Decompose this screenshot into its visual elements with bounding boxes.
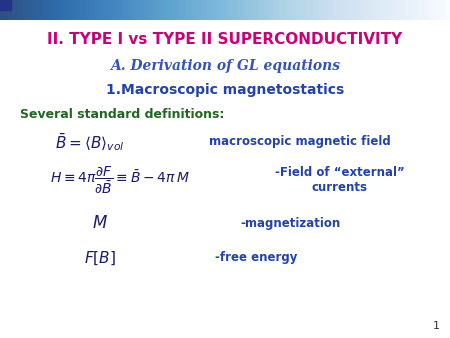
- Text: A. Derivation of GL equations: A. Derivation of GL equations: [110, 59, 340, 73]
- Text: -free energy: -free energy: [215, 251, 297, 265]
- Text: $H \equiv 4\pi \dfrac{\partial F}{\partial \bar{B}} \equiv \bar{B} - 4\pi\, M$: $H \equiv 4\pi \dfrac{\partial F}{\parti…: [50, 164, 190, 196]
- Bar: [0, 0, 11, 10]
- Text: II. TYPE I vs TYPE II SUPERCONDUCTIVITY: II. TYPE I vs TYPE II SUPERCONDUCTIVITY: [47, 32, 403, 48]
- Text: 1: 1: [433, 321, 440, 331]
- Text: -magnetization: -magnetization: [240, 217, 340, 230]
- Text: $M$: $M$: [92, 214, 108, 232]
- Text: 1.Macroscopic magnetostatics: 1.Macroscopic magnetostatics: [106, 83, 344, 97]
- Text: $\bar{B} = \langle B \rangle_{vol}$: $\bar{B} = \langle B \rangle_{vol}$: [55, 131, 125, 153]
- Text: $F\left[B\right]$: $F\left[B\right]$: [84, 249, 116, 267]
- Text: macroscopic magnetic field: macroscopic magnetic field: [209, 136, 391, 148]
- Text: Several standard definitions:: Several standard definitions:: [20, 107, 225, 121]
- Text: -Field of “external”
currents: -Field of “external” currents: [275, 166, 405, 194]
